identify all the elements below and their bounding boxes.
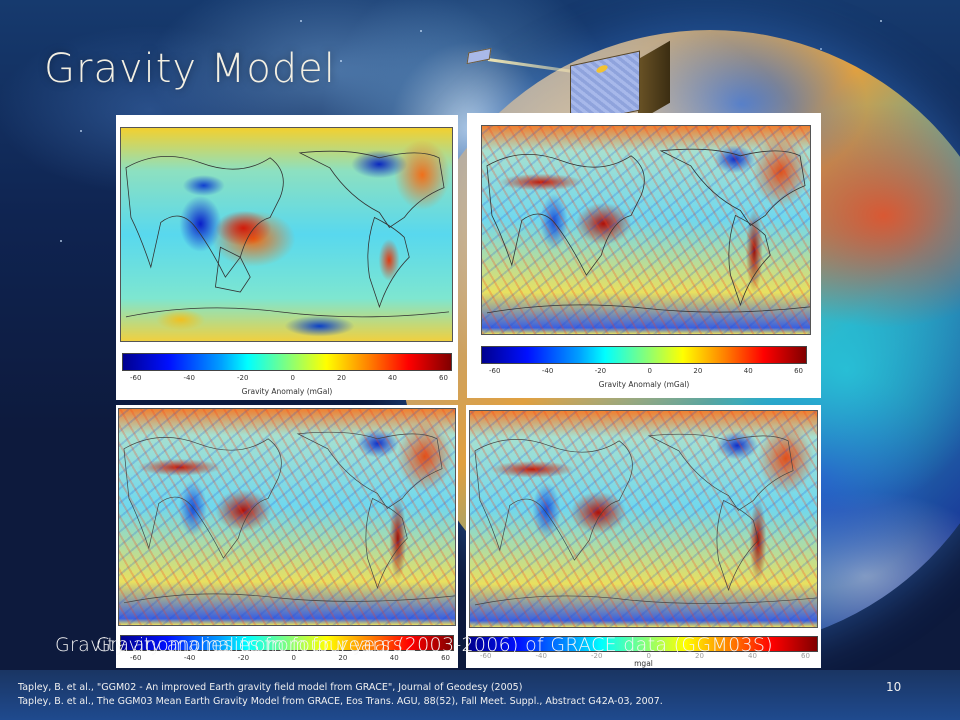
- figure-caption-overlap: Gravity anomalies from four years: [96, 634, 403, 656]
- colorbar-label: Gravity Anomaly (mGal): [598, 380, 690, 389]
- gravity-map-detailed-b: [469, 410, 818, 628]
- gravity-map-ggm03: [481, 125, 811, 335]
- figure-caption: Gravity anomalies from four years (2003-…: [55, 634, 773, 656]
- colorbar-ticks: -60 -40 -20 0 20 40 60: [130, 374, 448, 382]
- grace-satellite-trailing: [466, 47, 492, 65]
- star: [300, 20, 302, 22]
- star: [820, 48, 822, 50]
- colorbar-label: Gravity Anomaly (mGal): [241, 387, 333, 396]
- coastline-outline: [486, 148, 810, 314]
- star: [60, 240, 62, 242]
- coastline-outline: [125, 150, 450, 318]
- star: [340, 60, 342, 62]
- star: [80, 130, 82, 132]
- colorbar-ticks: -60 -40 -20 0 20 40 60: [480, 652, 810, 660]
- footer-bar: [0, 670, 960, 720]
- colorbar: [468, 636, 818, 652]
- coastline-outline: [123, 431, 455, 604]
- star: [420, 30, 422, 32]
- colorbar: [120, 635, 454, 651]
- star: [880, 20, 882, 22]
- slide-title: Gravity Model: [44, 46, 336, 92]
- gravity-map-detailed-a: [118, 408, 456, 626]
- figure-bottom-right: -60 -40 -20 0 20 40 60 mgal: [466, 405, 821, 668]
- reference-ggm02: Tapley, B. et al., "GGM02 - An improved …: [18, 682, 523, 693]
- reference-ggm03: Tapley, B. et al., The GGM03 Mean Earth …: [18, 696, 663, 707]
- figure-bottom-left: -60 -40 -20 0 20 40 60: [116, 405, 458, 668]
- colorbar-label: mgal: [634, 659, 653, 668]
- colorbar-ticks: -60 -40 -20 0 20 40 60: [130, 654, 450, 662]
- figure-top-left: -60 -40 -20 0 20 40 60 Gravity Anomaly (…: [116, 115, 458, 400]
- colorbar: [481, 346, 807, 364]
- colorbar-ticks: -60 -40 -20 0 20 40 60: [489, 367, 803, 375]
- gravity-map-ggm02: [120, 127, 453, 342]
- colorbar: [122, 353, 452, 371]
- figure-top-right: -60 -40 -20 0 20 40 60 Gravity Anomaly (…: [467, 113, 821, 398]
- slide-number: 10: [886, 680, 902, 694]
- coastline-outline: [474, 433, 817, 606]
